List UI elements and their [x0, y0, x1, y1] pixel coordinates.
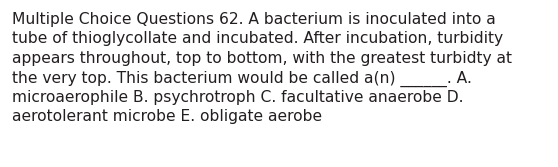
Text: the very top. This bacterium would be called a(n) ______. A.: the very top. This bacterium would be ca…	[12, 70, 472, 87]
Text: aerotolerant microbe E. obligate aerobe: aerotolerant microbe E. obligate aerobe	[12, 110, 322, 125]
Text: tube of thioglycollate and incubated. After incubation, turbidity: tube of thioglycollate and incubated. Af…	[12, 32, 503, 46]
Text: appears throughout, top to bottom, with the greatest turbidty at: appears throughout, top to bottom, with …	[12, 51, 512, 66]
Text: microaerophile B. psychrotroph C. facultative anaerobe D.: microaerophile B. psychrotroph C. facult…	[12, 90, 464, 105]
Text: Multiple Choice Questions 62. A bacterium is inoculated into a: Multiple Choice Questions 62. A bacteriu…	[12, 12, 496, 27]
